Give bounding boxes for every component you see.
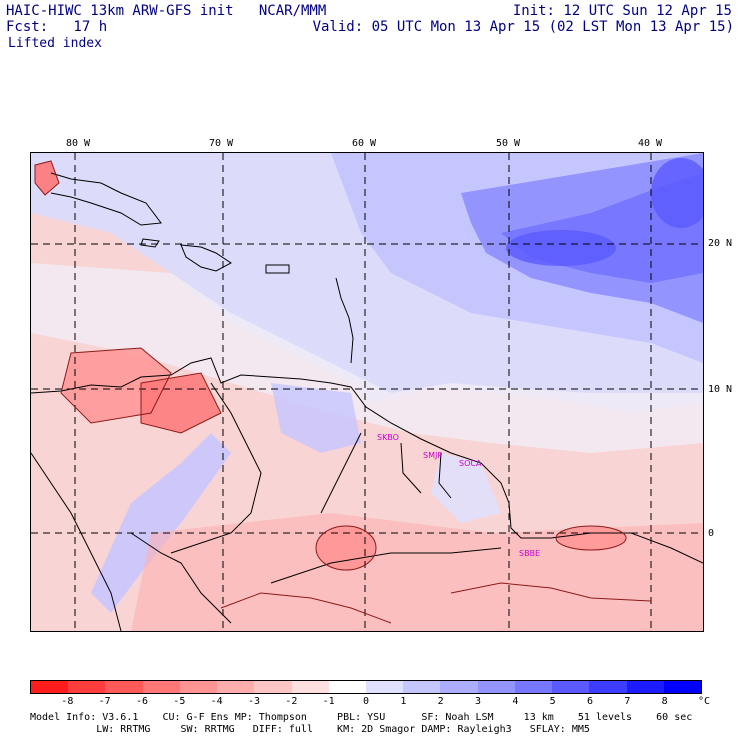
lat-label-10n: 10 N	[708, 384, 733, 395]
colorbar-tick-label: -3	[247, 696, 261, 707]
field-neutral-band	[31, 263, 703, 453]
colorbar-cell	[142, 681, 180, 693]
city-label-smjp: SMJP	[423, 451, 443, 460]
field-pink-spot	[316, 526, 376, 570]
lat-label-20n: 20 N	[708, 238, 733, 249]
colorbar-cell	[217, 681, 255, 693]
colorbar-tick-label: 3	[474, 696, 482, 707]
colorbar-tick-label: 2	[437, 696, 444, 707]
coastlines	[31, 172, 703, 631]
colorbar-cell	[589, 681, 627, 693]
colorbar-tick-label: 8	[661, 696, 668, 707]
colorbar-tick-label: -5	[173, 696, 186, 707]
field-blue-andes	[91, 433, 231, 613]
colorbar-cell	[514, 681, 553, 693]
colorbar	[30, 680, 702, 694]
city-label-sbbe: SBBE	[519, 549, 541, 558]
colorbar-tick-label: 1	[400, 696, 407, 707]
header-init-time: Init: 12 UTC Sun 12 Apr 15	[512, 3, 732, 19]
city-label-soca: SOCA	[459, 459, 482, 468]
lon-label-70w: 70 W	[209, 138, 234, 149]
lat-label-0: 0	[708, 528, 715, 539]
footer-model-info: Model Info: V3.6.1 CU: G-F Ens MP: Thomp…	[30, 712, 693, 723]
colorbar-tick-label: -8	[61, 696, 74, 707]
colorbar-tick-label: -2	[285, 696, 298, 707]
colorbar-cell	[179, 681, 218, 693]
colorbar-unit-label: °C	[697, 696, 711, 707]
colorbar-cell	[552, 681, 590, 693]
lifted-index-map	[31, 153, 703, 631]
lat-lon-grid	[31, 153, 703, 631]
field-pink-spot-east	[556, 526, 626, 550]
lon-label-60w: 60 W	[352, 138, 377, 149]
colorbar-cell	[105, 681, 143, 693]
contour-lines	[34, 160, 652, 624]
field-pink-colombia	[141, 373, 221, 433]
footer-physics-info: LW: RRTMG SW: RRTMG DIFF: full KM: 2D Sm…	[30, 724, 590, 735]
colorbar-tick-label: 7	[624, 696, 631, 707]
colorbar-cell	[403, 681, 441, 693]
colorbar-cell	[254, 681, 292, 693]
colorbar-tick-label: 5	[549, 696, 556, 707]
colorbar-tick-label: 6	[586, 696, 594, 707]
header-title-left: HAIC-HIWC 13km ARW-GFS init NCAR/MMM	[6, 3, 327, 19]
lon-label-40w: 40 W	[638, 138, 663, 149]
colorbar-cell	[365, 681, 404, 693]
field-blue-core	[506, 230, 616, 266]
colorbar-cell	[328, 681, 366, 693]
colorbar-cell	[291, 681, 329, 693]
field-blue-venezuela	[271, 383, 361, 453]
colorbar-tick-label: -4	[210, 696, 223, 707]
colorbar-cell	[477, 681, 515, 693]
colorbar-tick-label: 0	[362, 696, 370, 707]
colorbar-tick-label: 4	[512, 696, 519, 707]
field-pink-cuba-west	[35, 161, 59, 195]
colorbar-cell	[31, 681, 69, 693]
colorbar-cell	[68, 681, 106, 693]
colorbar-tick-label: -1	[322, 696, 335, 707]
colorbar-tick-label: -7	[98, 696, 111, 707]
header-field-name: Lifted index	[8, 36, 102, 51]
header-valid-time: Valid: 05 UTC Mon 13 Apr 15 (02 LST Mon …	[312, 19, 734, 35]
city-label-skbo: SKBO	[377, 433, 399, 442]
colorbar-cell	[663, 681, 701, 693]
map-panel: SKBO SMJP SOCA SBBE	[30, 152, 704, 632]
header-forecast-hour: Fcst: 17 h	[6, 19, 108, 35]
lon-label-80w: 80 W	[66, 138, 91, 149]
colorbar-tick-label: -6	[135, 696, 149, 707]
field-blue-corner	[651, 158, 703, 228]
colorbar-cell	[440, 681, 478, 693]
colorbar-cell	[626, 681, 664, 693]
lon-label-50w: 50 W	[496, 138, 521, 149]
field-blue-amazon	[431, 453, 501, 523]
